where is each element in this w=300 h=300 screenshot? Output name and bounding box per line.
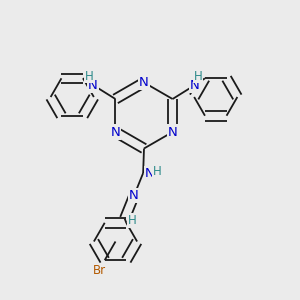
Text: N: N <box>129 189 139 203</box>
Text: H: H <box>128 214 136 227</box>
Text: N: N <box>145 167 154 180</box>
Text: Br: Br <box>92 264 106 277</box>
Text: H: H <box>85 70 94 83</box>
Text: N: N <box>168 125 178 139</box>
Text: N: N <box>190 79 200 92</box>
Text: H: H <box>153 165 162 178</box>
Text: N: N <box>110 125 120 139</box>
Text: N: N <box>139 76 149 89</box>
Text: H: H <box>194 70 202 83</box>
Text: N: N <box>88 79 98 92</box>
